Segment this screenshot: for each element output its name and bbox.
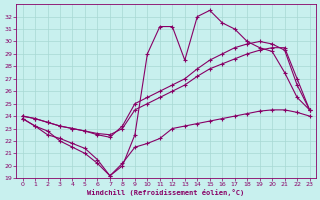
- X-axis label: Windchill (Refroidissement éolien,°C): Windchill (Refroidissement éolien,°C): [87, 189, 245, 196]
